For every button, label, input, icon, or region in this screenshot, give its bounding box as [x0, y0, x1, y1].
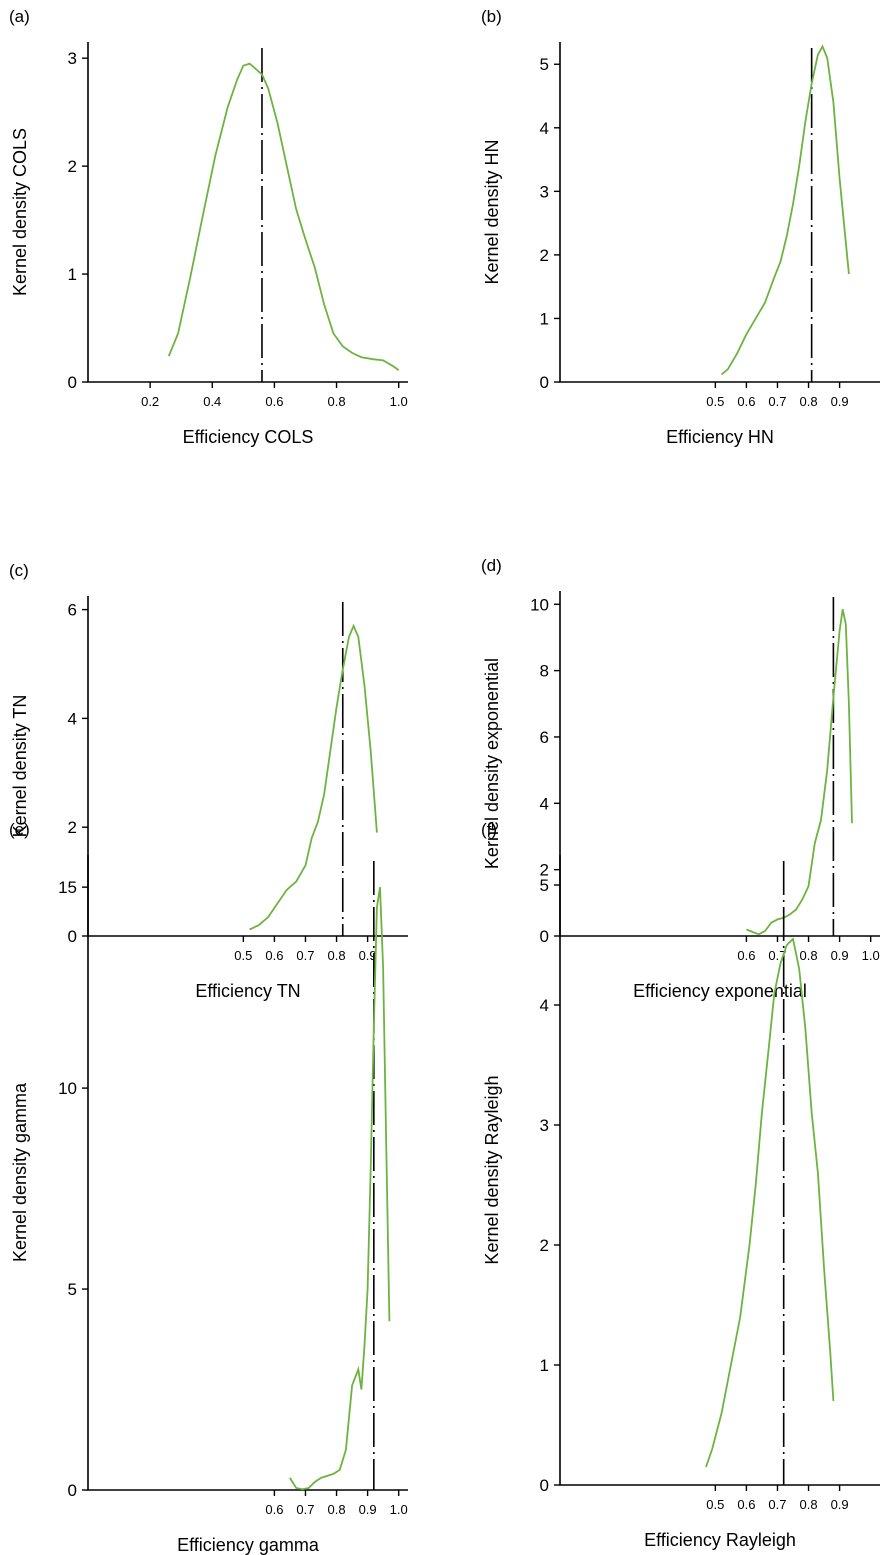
xtick-label-a: 1.0: [390, 394, 408, 409]
panel-label-e: (e): [9, 820, 30, 839]
ytick-label-e: 0: [68, 1481, 77, 1500]
density-curve-a: [167, 62, 400, 371]
ytick-label-f: 3: [540, 1116, 549, 1135]
x-axis-label-f: Efficiency Rayleigh: [644, 1530, 796, 1550]
axes-d: [559, 591, 880, 937]
ytick-label-e: 15: [58, 878, 77, 897]
xtick-label-e: 0.6: [265, 1502, 283, 1517]
xtick-label-b: 0.8: [800, 394, 818, 409]
xtick-label-f: 0.8: [800, 1497, 818, 1512]
xtick-label-a: 0.8: [328, 394, 346, 409]
ytick-label-f: 4: [540, 996, 549, 1015]
ytick-label-e: 5: [68, 1280, 77, 1299]
ytick-label-f: 1: [540, 1356, 549, 1375]
xtick-label-f: 0.9: [831, 1497, 849, 1512]
panel-f: 0 1 2 3 4 5 0.5 0.6 0.7 0.8 0.9 (f) Efficiency Rayle…: [481, 820, 880, 1550]
ytick-label-e: 10: [58, 1079, 77, 1098]
xtick-label-b: 0.6: [737, 394, 755, 409]
ytick-label-d: 4: [540, 794, 549, 813]
xtick-label-a: 0.2: [141, 394, 159, 409]
ytick-label-f: 0: [540, 1476, 549, 1495]
ytick-label-d: 2: [540, 861, 549, 880]
xtick-label-c: 0.7: [296, 948, 314, 963]
xtick-label-f: 0.5: [706, 1497, 724, 1512]
axes-a: [87, 42, 408, 383]
ytick-label-f: 2: [540, 1236, 549, 1255]
density-curve-e: [289, 887, 391, 1491]
density-curve-c: [249, 623, 378, 931]
xtick-label-c: 0.8: [328, 948, 346, 963]
ytick-label-b: 5: [540, 55, 549, 74]
xtick-label-e: 0.8: [328, 1502, 346, 1517]
xtick-label-d: 0.9: [831, 948, 849, 963]
y-axis-label-f: Kernel density Rayleigh: [482, 1075, 502, 1264]
xtick-label-f: 0.7: [768, 1497, 786, 1512]
ytick-label-b: 4: [540, 119, 549, 138]
xtick-label-e: 0.7: [296, 1502, 314, 1517]
ytick-label-d: 6: [540, 728, 549, 747]
density-curve-f: [705, 937, 835, 1468]
y-axis-label-a: Kernel density COLS: [10, 128, 30, 296]
ytick-label-b: 3: [540, 182, 549, 201]
ytick-label-d: 0: [540, 927, 549, 946]
xtick-label-c: 0.5: [234, 948, 252, 963]
ytick-label-a: 2: [68, 157, 77, 176]
ytick-label-c: 2: [68, 818, 77, 837]
panel-label-c: (c): [9, 561, 29, 580]
panel-label-b: (b): [481, 7, 502, 26]
ytick-label-d: 8: [540, 662, 549, 681]
ytick-label-d: 10: [530, 595, 549, 614]
ytick-label-a: 3: [68, 49, 77, 68]
xtick-label-c: 0.6: [265, 948, 283, 963]
xtick-label-b: 0.5: [706, 394, 724, 409]
panel-b: 0 1 2 3 4 5 0.5 0.6 0.7 0.8 0.9 (b) Efficiency HN Ker…: [481, 7, 880, 447]
ytick-label-b: 1: [540, 309, 549, 328]
xtick-label-d: 0.8: [800, 948, 818, 963]
ytick-label-a: 0: [68, 373, 77, 392]
panel-a: 0 1 2 3 0.2 0.4 0.6 0.8 1.0 (a) Efficiency COLS Ker…: [9, 7, 408, 447]
ytick-label-c: 0: [68, 927, 77, 946]
x-axis-label-a: Efficiency COLS: [183, 427, 314, 447]
xtick-label-f: 0.6: [737, 1497, 755, 1512]
x-axis-label-e: Efficiency gamma: [177, 1535, 320, 1555]
ytick-label-c: 6: [68, 601, 77, 620]
panel-c: 0 2 4 6 0.5 0.6 0.7 0.8 0.9 (c) Efficiency TN Kerne…: [9, 561, 408, 1001]
panel-label-d: (d): [481, 556, 502, 575]
xtick-label-d: 1.0: [862, 948, 880, 963]
density-curve-b: [721, 44, 850, 376]
ytick-label-b: 0: [540, 373, 549, 392]
panel-label-a: (a): [9, 7, 30, 26]
xtick-label-a: 0.6: [265, 394, 283, 409]
y-axis-label-b: Kernel density HN: [482, 139, 502, 284]
xtick-label-a: 0.4: [203, 394, 221, 409]
x-axis-label-d: Efficiency exponential: [633, 981, 807, 1001]
ytick-label-a: 1: [68, 265, 77, 284]
xtick-label-b: 0.9: [831, 394, 849, 409]
ytick-label-f: 5: [540, 876, 549, 895]
xtick-label-d: 0.6: [737, 948, 755, 963]
x-axis-label-c: Efficiency TN: [195, 981, 300, 1001]
panel-e: 0 5 10 15 0.6 0.7 0.8 0.9 1.0 (e) Efficiency gamma…: [9, 820, 408, 1555]
y-axis-label-c: Kernel density TN: [10, 695, 30, 838]
xtick-label-e: 1.0: [390, 1502, 408, 1517]
x-axis-label-b: Efficiency HN: [666, 427, 774, 447]
xtick-label-e: 0.9: [359, 1502, 377, 1517]
y-axis-label-e: Kernel density gamma: [10, 1082, 30, 1262]
ytick-label-b: 2: [540, 246, 549, 265]
xtick-label-c: 0.9: [359, 948, 377, 963]
y-axis-label-d: Kernel density exponential: [482, 658, 502, 869]
density-curve-d: [746, 609, 853, 936]
xtick-label-b: 0.7: [768, 394, 786, 409]
ytick-label-c: 4: [68, 709, 77, 728]
panel-label-f: (f): [481, 820, 497, 839]
